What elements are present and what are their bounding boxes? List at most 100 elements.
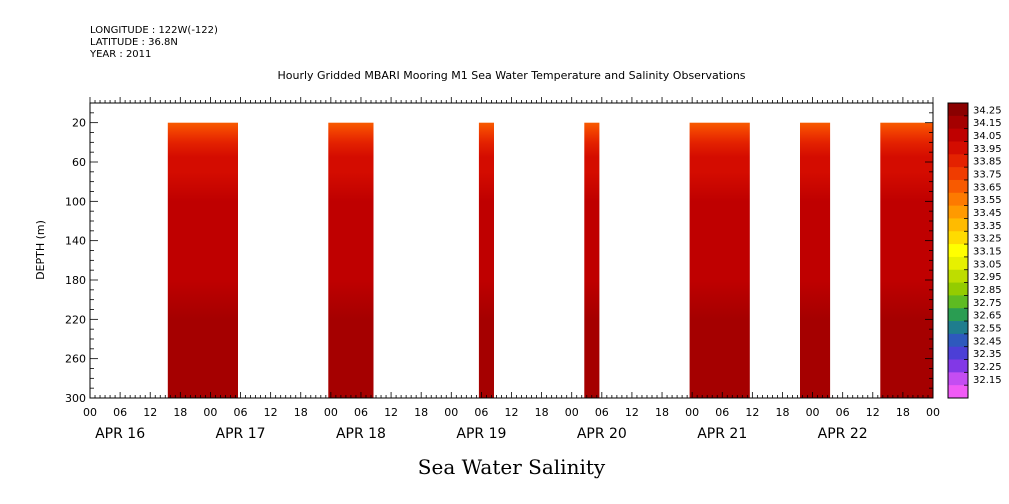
x-tick-label: 12 — [745, 406, 759, 419]
longitude-label: LONGITUDE : 122W(-122) — [90, 25, 218, 36]
chart-subtitle: Sea Water Salinity — [417, 455, 606, 479]
x-tick-label: 00 — [685, 406, 699, 419]
colorbar-border — [947, 102, 969, 399]
x-tick-label: 12 — [384, 406, 398, 419]
y-axis-label: DEPTH (m) — [34, 220, 47, 280]
colorbar-swatch — [948, 372, 968, 386]
x-tick-label: 06 — [595, 406, 609, 419]
y-tick-label: 100 — [65, 195, 86, 208]
x-tick-label: 00 — [806, 406, 820, 419]
data-segment-7 — [880, 122, 933, 398]
colorbar-label: 32.45 — [973, 336, 1002, 347]
x-tick-label: 18 — [173, 406, 187, 419]
x-tick-label: 06 — [113, 406, 127, 419]
colorbar-swatch — [948, 282, 968, 296]
data-segment-5 — [689, 122, 750, 398]
colorbar-label: 33.65 — [973, 182, 1002, 193]
colorbar-label: 33.25 — [973, 234, 1002, 245]
y-axis: 20 60 100 140 180 220 260 300 — [65, 102, 933, 405]
colorbar-label: 34.05 — [973, 131, 1002, 142]
x-day-label: APR 22 — [818, 426, 868, 442]
colorbar-label: 33.05 — [973, 259, 1002, 270]
colorbar-label: 33.75 — [973, 170, 1002, 181]
colorbar-swatch — [948, 115, 968, 130]
colorbar-swatch — [948, 205, 968, 219]
colorbar-swatch — [948, 244, 968, 258]
colorbar-swatch — [948, 231, 968, 245]
colorbar-label: 32.75 — [973, 298, 1002, 309]
colorbar-swatch — [948, 308, 968, 322]
data-segment-3 — [478, 122, 494, 398]
x-day-label: APR 16 — [95, 426, 145, 442]
x-tick-label: 18 — [535, 406, 549, 419]
colorbar-label: 34.15 — [973, 118, 1002, 129]
x-tick-label: 00 — [926, 406, 940, 419]
colorbar-label: 33.85 — [973, 157, 1002, 168]
colorbar-swatch — [948, 333, 968, 348]
x-tick-label: 00 — [565, 406, 579, 419]
colorbar-label: 33.95 — [973, 144, 1002, 155]
data-layer — [167, 122, 933, 398]
colorbar-swatch — [948, 359, 968, 373]
x-axis: 00 06 12 18 00 06 12 18 00 06 12 18 00 06 12 18 00 06 12 18… — [83, 97, 940, 442]
y-tick-label: 220 — [65, 313, 86, 326]
x-tick-label: 18 — [294, 406, 308, 419]
colorbar-swatch — [948, 385, 968, 399]
x-tick-label: 12 — [264, 406, 278, 419]
y-tick-label: 20 — [72, 117, 86, 130]
x-tick-label: 06 — [234, 406, 248, 419]
colorbar-label: 32.55 — [973, 323, 1002, 334]
x-tick-label: 12 — [143, 406, 157, 419]
colorbar-swatch — [948, 154, 968, 168]
colorbar-label: 33.35 — [973, 221, 1002, 232]
latitude-label: LATITUDE : 36.8N — [90, 37, 178, 48]
colorbar-label: 32.15 — [973, 375, 1002, 386]
x-tick-label: 00 — [203, 406, 217, 419]
colorbar-label: 32.35 — [973, 349, 1002, 360]
x-tick-label: 12 — [625, 406, 639, 419]
year-label: YEAR : 2011 — [90, 49, 152, 60]
colorbar-swatch — [948, 269, 968, 283]
y-tick-label: 140 — [65, 235, 86, 248]
x-tick-label: 18 — [896, 406, 910, 419]
x-day-label: APR 18 — [336, 426, 386, 442]
colorbar-label: 32.65 — [973, 311, 1002, 322]
colorbar-label: 32.95 — [973, 272, 1002, 283]
colorbar-swatch — [948, 192, 968, 207]
colorbar-label: 33.55 — [973, 195, 1002, 206]
colorbar-swatch — [948, 179, 968, 194]
y-tick-label: 60 — [72, 156, 86, 169]
colorbar-label: 34.25 — [973, 105, 1002, 116]
colorbar-label: 33.45 — [973, 208, 1002, 219]
x-tick-label: 12 — [505, 406, 519, 419]
x-day-label: APR 20 — [577, 426, 627, 442]
y-tick-label: 260 — [65, 353, 86, 366]
x-tick-label: 06 — [474, 406, 488, 419]
colorbar-swatch — [948, 256, 968, 271]
data-segment-2 — [328, 122, 374, 398]
x-tick-label: 06 — [836, 406, 850, 419]
colorbar-swatch — [948, 295, 968, 309]
y-tick-label: 180 — [65, 274, 86, 287]
x-tick-label: 00 — [83, 406, 97, 419]
colorbar-swatch — [948, 103, 968, 117]
x-tick-label: 00 — [444, 406, 458, 419]
x-tick-label: 18 — [775, 406, 789, 419]
data-segment-4 — [584, 122, 600, 398]
y-tick-label: 300 — [65, 392, 86, 405]
colorbar-label: 33.15 — [973, 247, 1002, 258]
colorbar-label: 32.25 — [973, 362, 1002, 373]
colorbar-swatch — [948, 167, 968, 181]
data-segment-6 — [800, 122, 831, 398]
colorbar-swatch — [948, 321, 968, 335]
x-day-label: APR 21 — [697, 426, 747, 442]
colorbar-swatch — [948, 141, 968, 155]
colorbar-swatch — [948, 346, 968, 360]
x-tick-label: 00 — [324, 406, 338, 419]
x-tick-label: 18 — [414, 406, 428, 419]
chart-title: Hourly Gridded MBARI Mooring M1 Sea Wate… — [277, 69, 746, 82]
data-segment-1 — [167, 122, 238, 398]
